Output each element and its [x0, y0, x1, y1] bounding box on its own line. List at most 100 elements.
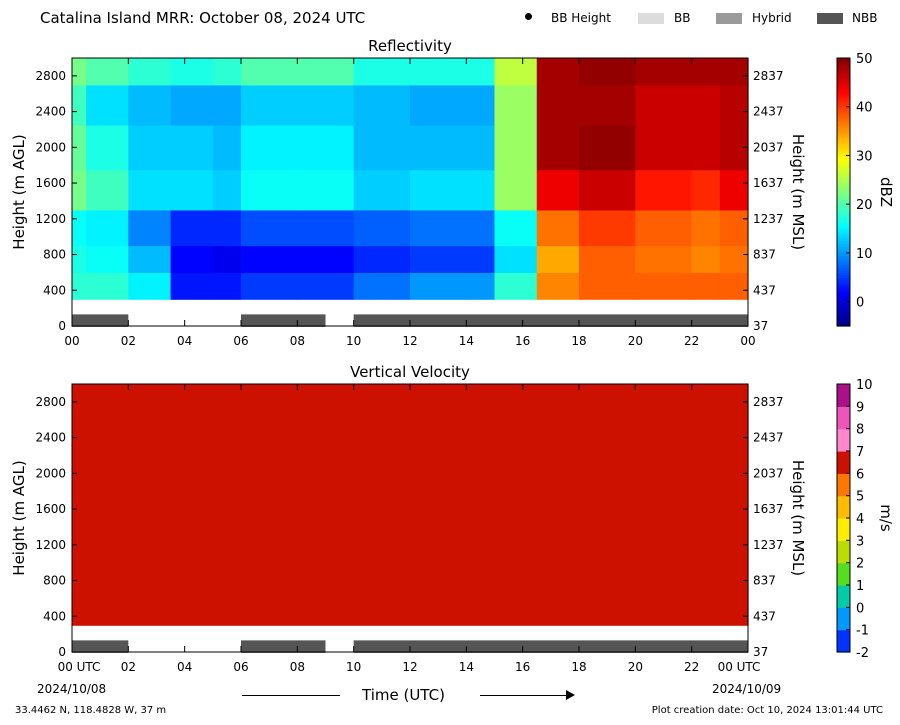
x-tick-label-p1-5: 10 — [346, 334, 361, 348]
data-cell-p1-r1-c0 — [72, 245, 87, 273]
data-cell-p1-r6-c10 — [466, 58, 496, 86]
data-cell-p1-r2-c7 — [353, 209, 383, 247]
colorbar-p1-seg-18 — [837, 279, 850, 283]
panel-2-title: Vertical Velocity — [350, 363, 470, 381]
data-cell-p1-r3-c5 — [241, 169, 298, 211]
y2-tick-label-p2-6: 2437 — [753, 431, 784, 445]
colorbar-p1-seg-57 — [837, 184, 850, 188]
data-cell-p1-r3-c11 — [494, 169, 538, 211]
colorbar-p1-seg-103 — [837, 72, 850, 76]
colorbar-p1-seg-81 — [837, 126, 850, 130]
data-cell-p1-r2-c16 — [719, 209, 749, 247]
data-cell-p1-r5-c12 — [536, 84, 580, 126]
colorbar-p1-seg-29 — [837, 252, 850, 256]
colorbar-p2-seg-8 — [837, 451, 850, 474]
legend-hybrid-swatch — [716, 13, 742, 24]
data-cell-p1-r5-c15 — [691, 84, 721, 126]
colorbar-p1-seg-31 — [837, 248, 850, 252]
data-cell-p1-r4-c2 — [128, 125, 172, 171]
data-cell-p1-r5-c9 — [410, 84, 467, 126]
colorbar-p1-seg-0 — [837, 323, 850, 327]
nbb-bar-p1-0 — [72, 314, 129, 327]
arrow-right-head-icon — [566, 690, 575, 700]
legend-bb-height-marker — [525, 13, 532, 20]
y2-tick-label-p2-4: 1637 — [753, 502, 784, 516]
colorbar-p1-seg-21 — [837, 272, 850, 276]
colorbar-p2-seg-10 — [837, 406, 850, 430]
colorbar-tick-label-p2-4: 2 — [856, 557, 864, 572]
colorbar-p1-seg-27 — [837, 257, 850, 261]
colorbar-p1-seg-74 — [837, 143, 850, 147]
data-cell-p1-r5-c7 — [353, 84, 383, 126]
colorbar-p1-seg-107 — [837, 62, 850, 66]
colorbar-p1-seg-51 — [837, 199, 850, 203]
y-tick-label-p2-4: 1600 — [35, 502, 66, 516]
colorbar-p1-seg-48 — [837, 206, 850, 210]
data-cell-p1-r2-c13 — [579, 209, 636, 247]
x-tick-label-p1-0: 00 — [64, 334, 79, 348]
colorbar-p1-seg-28 — [837, 255, 850, 259]
x-tick-label-p2-2: 04 — [177, 660, 192, 674]
y2-tick-label-p1-0: 37 — [753, 319, 768, 333]
colorbar-p1-seg-3 — [837, 316, 850, 320]
data-cell-p1-r0-c1 — [86, 272, 129, 300]
colorbar-p1-seg-89 — [837, 106, 850, 110]
y-tick-label-p2-7: 2800 — [35, 395, 66, 409]
location-label: 33.4462 N, 118.4828 W, 37 m — [15, 705, 167, 716]
y-tick-label-p1-5: 2000 — [35, 140, 66, 154]
data-cell-p1-r1-c3 — [170, 245, 214, 273]
data-cell-p1-r0-c9 — [410, 272, 467, 300]
data-cell-p1-r0-c7 — [353, 272, 383, 300]
legend-bb-label: BB — [674, 11, 691, 25]
x-tick-label-p2-9: 18 — [571, 660, 586, 674]
y-tick-label-p1-1: 400 — [43, 283, 66, 297]
colorbar-p2-seg-2 — [837, 585, 850, 608]
colorbar-p1-seg-32 — [837, 245, 850, 249]
colorbar-p1-seg-77 — [837, 135, 850, 139]
data-cell-p1-r3-c14 — [635, 169, 693, 211]
arrow-left-line — [242, 695, 340, 696]
data-cell-p1-r5-c11 — [494, 84, 538, 126]
data-cell-p1-r6-c12 — [536, 58, 580, 86]
colorbar-p1-seg-98 — [837, 84, 850, 88]
data-cell-p1-r6-c15 — [691, 58, 721, 86]
colorbar-p1-seg-43 — [837, 218, 850, 222]
data-cell-p1-r1-c6 — [297, 245, 355, 273]
data-cell-p1-r2-c11 — [494, 209, 538, 247]
colorbar-p1-frame — [836, 57, 851, 327]
data-cell-p1-r3-c12 — [536, 169, 580, 211]
colorbar-p1-seg-76 — [837, 138, 850, 142]
creation-date-label: Plot creation date: Oct 10, 2024 13:01:4… — [651, 705, 883, 716]
data-cell-p1-r3-c1 — [86, 169, 129, 211]
colorbar-p1-seg-73 — [837, 145, 850, 149]
colorbar-p2-seg-0 — [837, 629, 850, 653]
data-cell-p1-r5-c0 — [72, 84, 87, 126]
colorbar-tick-label-p1-5: 50 — [856, 52, 873, 67]
data-cell-p1-r0-c10 — [466, 272, 496, 300]
data-cell-p1-r6-c2 — [128, 58, 172, 86]
colorbar-tick-label-p1-2: 20 — [856, 198, 873, 213]
y-tick-label-p1-0: 0 — [58, 319, 66, 333]
data-cell-p1-r6-c11 — [494, 58, 538, 86]
data-cell-p1-r2-c3 — [170, 209, 214, 247]
data-cell-p1-r2-c10 — [466, 209, 496, 247]
data-cell-p1-r0-c14 — [635, 272, 693, 300]
y-tick-label-p2-0: 0 — [58, 645, 66, 659]
data-cell-p1-r4-c5 — [241, 125, 298, 171]
colorbar-p1-seg-44 — [837, 216, 850, 220]
start-date-label: 2024/10/08 — [37, 682, 107, 696]
colorbar-p1-seg-40 — [837, 226, 850, 230]
colorbar-p1-seg-7 — [837, 306, 850, 310]
data-cell-p1-r2-c1 — [86, 209, 129, 247]
colorbar-p1-seg-55 — [837, 189, 850, 193]
colorbar-p1-seg-99 — [837, 82, 850, 86]
colorbar-p1-seg-105 — [837, 67, 850, 71]
data-cell-p1-r3-c6 — [297, 169, 355, 211]
y-tick-label-p2-6: 2400 — [35, 431, 66, 445]
colorbar-p1-seg-106 — [837, 65, 850, 69]
data-cell-p1-r2-c0 — [72, 209, 87, 247]
colorbar-p1-seg-5 — [837, 311, 850, 315]
colorbar-p1-seg-9 — [837, 301, 850, 305]
x-tick-label-p1-12: 00 — [740, 334, 755, 348]
